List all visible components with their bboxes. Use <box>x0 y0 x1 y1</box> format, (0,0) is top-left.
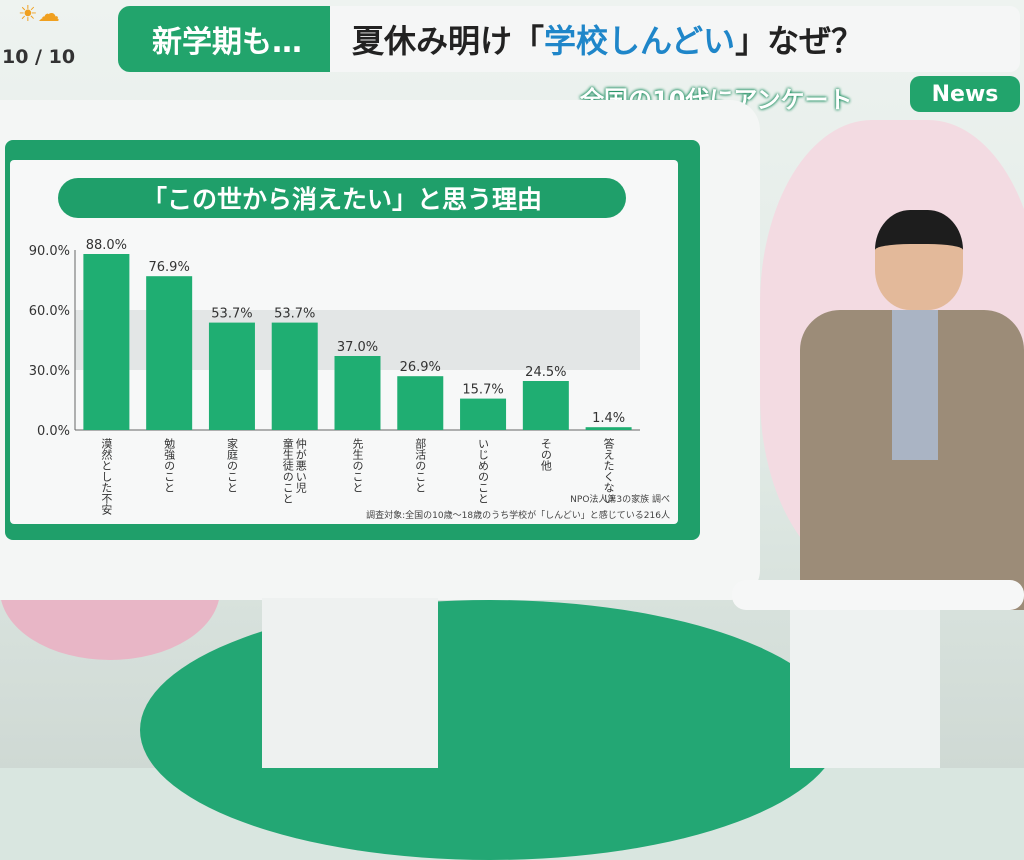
desk-stand <box>790 608 940 768</box>
bar <box>334 356 381 430</box>
data-label: 24.5% <box>525 365 566 380</box>
data-label: 53.7% <box>274 307 315 322</box>
chart-note: 調査対象:全国の10歳〜18歳のうち学校が「しんどい」と感じている216人 <box>366 511 670 521</box>
bar <box>83 254 130 430</box>
news-header: ☀☁ 10 / 10 新学期も… 夏休み明け「学校しんどい」なぜ？ 全国の10代… <box>0 0 1024 114</box>
y-tick-label: 90.0% <box>29 244 70 259</box>
data-label: 26.9% <box>400 360 441 375</box>
bar <box>146 276 193 430</box>
chart-title: 「この世から消えたい」と思う理由 <box>58 178 626 218</box>
headline: 夏休み明け「 学校しんどい 」なぜ？ <box>330 6 1020 72</box>
data-label: 53.7% <box>211 307 252 322</box>
news-logo: News <box>910 76 1020 112</box>
x-tick-label: 童生徒のこと <box>281 437 294 504</box>
x-tick-label: いじめのこと <box>477 438 490 504</box>
date: 10 / 10 <box>2 46 76 68</box>
bar <box>208 322 255 430</box>
x-tick-label: 部活のこと <box>414 437 427 493</box>
news-anchor <box>800 210 1024 630</box>
data-label: 37.0% <box>337 340 378 355</box>
headline-highlight: 学校しんどい <box>544 22 736 60</box>
x-tick-label: 漠然とした不安 <box>100 438 113 516</box>
anchor-shirt <box>892 310 938 460</box>
x-tick-label: 家庭のこと <box>225 437 238 493</box>
board-stand <box>262 598 438 768</box>
y-tick-label: 60.0% <box>29 304 70 319</box>
data-label: 15.7% <box>462 383 503 398</box>
y-tick-label: 0.0% <box>37 424 70 439</box>
bar <box>397 376 444 430</box>
headline-post: 」なぜ？ <box>735 22 864 60</box>
anchor-head <box>875 210 963 310</box>
x-tick-label: その他 <box>539 438 552 471</box>
sun-cloud-icon: ☀☁ <box>18 2 60 27</box>
bar <box>585 427 632 430</box>
data-label: 76.9% <box>149 260 190 275</box>
headline-pre: 夏休み明け「 <box>352 22 545 60</box>
data-label: 1.4% <box>592 411 625 426</box>
news-desk <box>732 580 1024 610</box>
y-tick-label: 30.0% <box>29 364 70 379</box>
bar <box>522 381 569 430</box>
x-tick-label: 仲が悪い児 <box>294 437 307 494</box>
x-tick-label: 勉強のこと <box>163 437 176 493</box>
chart-source: NPO法人第3の家族 調べ <box>570 495 670 505</box>
x-tick-label: 先生のこと <box>351 438 364 493</box>
topic-tag: 新学期も… <box>118 6 336 72</box>
bar <box>271 322 318 430</box>
bar <box>460 398 507 430</box>
data-label: 88.0% <box>86 238 127 253</box>
bar-chart: 0.0% 30.0% 60.0% 90.0% 88.0% 漠然とした不安 76.9% 勉強のこ… <box>29 238 640 516</box>
x-tick-label: 答えたくない <box>602 437 615 504</box>
